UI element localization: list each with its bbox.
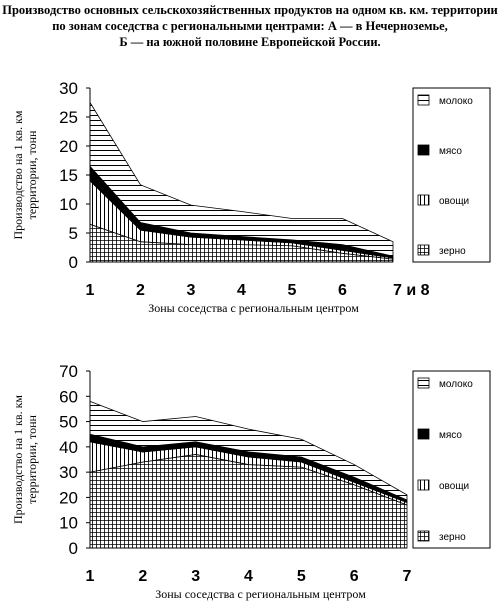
legend-swatch — [417, 194, 430, 206]
y-tick-label: 5 — [69, 224, 78, 243]
y-tick-label: 0 — [69, 539, 78, 558]
y-tick-label: 20 — [59, 488, 78, 507]
y-tick-label: 25 — [59, 108, 78, 127]
x-tick-label: 1 — [86, 282, 95, 299]
legend-label: мясо — [439, 146, 462, 157]
legend-label: молоко — [439, 96, 473, 107]
legend-swatch — [417, 244, 430, 256]
y-tick-label: 30 — [59, 463, 78, 482]
y-axis-label: территории, тонн — [25, 415, 39, 504]
chart-title: по зонам соседства с региональными центр… — [52, 19, 448, 33]
y-axis-label: Производство на 1 кв. км — [11, 110, 25, 239]
x-tick-label: 1 — [86, 568, 95, 585]
y-tick-label: 20 — [59, 137, 78, 156]
x-axis-label: Зоны соседства с региональным центром — [148, 301, 359, 315]
y-tick-label: 40 — [59, 438, 78, 457]
y-axis-label: Производство на 1 кв. км — [11, 395, 25, 524]
legend-swatch — [417, 94, 430, 106]
area — [89, 400, 408, 501]
chart-title: Производство основных сельскохозяйственн… — [2, 3, 498, 17]
legend-swatch — [417, 530, 430, 542]
area — [89, 101, 394, 257]
y-tick-label: 10 — [59, 195, 78, 214]
y-tick-label: 30 — [59, 79, 78, 98]
legend-swatch — [417, 144, 430, 156]
legend-label: мясо — [439, 430, 462, 441]
legend-swatch — [417, 377, 430, 389]
chart-title: Б — на южной половине Европейской России… — [119, 35, 380, 49]
x-tick-label: 4 — [237, 282, 246, 299]
x-tick-label: 2 — [136, 282, 145, 299]
x-tick-label: 6 — [338, 282, 347, 299]
legend-box — [412, 87, 491, 263]
legend-label: зерно — [439, 532, 466, 543]
x-tick-label: 4 — [244, 568, 253, 585]
legend-box — [412, 370, 491, 549]
x-tick-label: 5 — [288, 282, 297, 299]
x-tick-label: 3 — [187, 282, 196, 299]
legend-label: зерно — [439, 246, 466, 257]
legend-swatch — [417, 479, 430, 491]
x-tick-label: 5 — [297, 568, 306, 585]
x-axis-label: Зоны соседства с региональным центром — [155, 587, 366, 601]
y-tick-label: 0 — [69, 253, 78, 272]
x-tick-label: 3 — [191, 568, 200, 585]
y-tick-label: 15 — [59, 166, 78, 185]
legend-label: молоко — [439, 379, 473, 390]
x-tick-label: 7 и 8 — [393, 282, 430, 299]
y-axis-label: территории, тонн — [25, 130, 39, 219]
y-tick-label: 70 — [59, 362, 78, 381]
legend-label: овощи — [439, 196, 469, 207]
x-tick-label: 7 — [403, 568, 412, 585]
x-tick-label: 6 — [350, 568, 359, 585]
x-tick-label: 2 — [138, 568, 147, 585]
y-tick-label: 50 — [59, 413, 78, 432]
legend-label: овощи — [439, 481, 469, 492]
legend-swatch — [417, 428, 430, 440]
y-tick-label: 60 — [59, 387, 78, 406]
y-tick-label: 10 — [59, 514, 78, 533]
